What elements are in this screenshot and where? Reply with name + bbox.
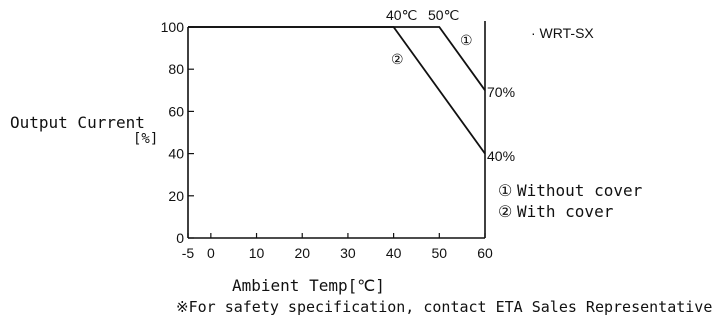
legend-item-2-label: With cover <box>517 202 614 221</box>
footnote: ※For safety specification, contact ETA S… <box>176 298 712 316</box>
x-tick-label: 0 <box>207 245 215 261</box>
y-tick-label: 40 <box>168 146 184 162</box>
y-tick-label: 20 <box>168 188 184 204</box>
x-tick-label: -5 <box>182 245 195 261</box>
series-2-marker: ② <box>391 51 404 67</box>
y-tick-label: 60 <box>168 103 184 119</box>
knee-label-50: 50℃ <box>428 7 459 23</box>
x-tick-label: 50 <box>432 245 448 261</box>
y-axis-label-line2: [%] <box>133 131 158 147</box>
model-label: · WRT-SX <box>531 25 594 41</box>
x-tick-label: 10 <box>249 245 265 261</box>
x-tick-label: 40 <box>386 245 402 261</box>
series-lines <box>188 26 486 155</box>
knee-label-40: 40℃ <box>386 7 417 23</box>
axes <box>187 21 486 239</box>
y-tick-label: 100 <box>161 19 185 35</box>
legend-item-2-marker: ② <box>498 202 512 221</box>
x-tick-label: 20 <box>294 245 310 261</box>
end-label-40: 40% <box>487 148 515 164</box>
series-1-marker: ① <box>460 32 473 48</box>
x-axis-label: Ambient Temp[℃] <box>232 276 385 295</box>
series-line-1 <box>188 26 486 91</box>
y-tick-label: 80 <box>168 61 184 77</box>
x-tick-label: 60 <box>477 245 493 261</box>
legend-item-1-marker: ① <box>498 181 512 200</box>
end-label-70: 70% <box>487 84 515 100</box>
y-axis-label-line1: Output Current <box>10 113 145 132</box>
legend-item-1-label: Without cover <box>517 181 643 200</box>
series-line-2 <box>188 26 486 155</box>
x-tick-label: 30 <box>340 245 356 261</box>
y-tick-label: 0 <box>176 230 184 246</box>
